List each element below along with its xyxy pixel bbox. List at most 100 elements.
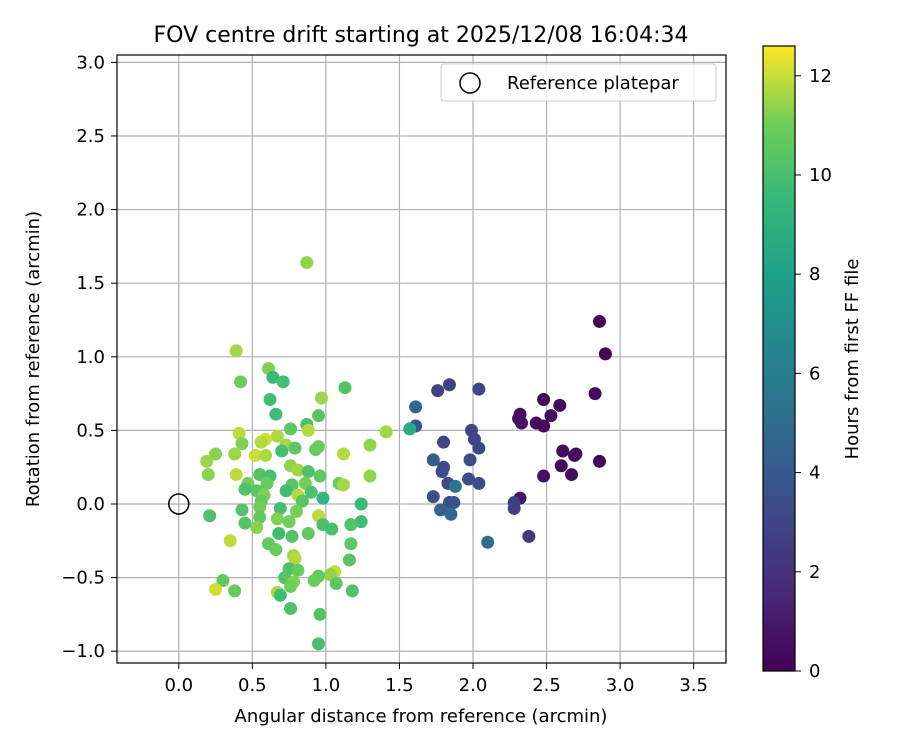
y-tick-label: 3.0 <box>76 52 105 73</box>
data-point <box>329 577 343 591</box>
data-point <box>253 500 267 514</box>
colorbar-tick-label: 2 <box>809 562 820 583</box>
data-point <box>337 447 351 461</box>
colorbar-label: Hours from first FF file <box>842 259 863 460</box>
data-point <box>363 469 377 483</box>
data-point <box>472 441 486 455</box>
data-point <box>553 398 567 412</box>
x-tick-label: 2.5 <box>532 675 561 696</box>
data-point <box>301 526 315 540</box>
data-point <box>248 448 262 462</box>
data-point <box>312 637 326 651</box>
y-axis-label: Rotation from reference (arcmin) <box>23 211 44 507</box>
data-point <box>565 468 579 482</box>
data-point <box>270 429 284 443</box>
data-point <box>301 423 315 437</box>
y-tick-label: −1.0 <box>61 641 105 662</box>
data-point <box>344 518 358 532</box>
data-point <box>426 453 440 467</box>
data-point <box>481 535 495 549</box>
data-point <box>288 441 302 455</box>
data-point <box>507 501 521 515</box>
data-point <box>537 469 551 483</box>
x-tick-label: 0.0 <box>164 675 193 696</box>
x-tick-label: 1.5 <box>385 675 414 696</box>
data-point <box>435 465 449 479</box>
data-point <box>431 384 445 398</box>
data-point <box>291 463 305 477</box>
data-point <box>447 496 461 510</box>
data-point <box>282 515 296 529</box>
x-tick-label: 3.0 <box>606 675 635 696</box>
data-point <box>537 419 551 433</box>
data-point <box>434 503 448 517</box>
chart-title: FOV centre drift starting at 2025/12/08 … <box>154 23 689 48</box>
data-point <box>338 381 352 395</box>
data-point <box>403 422 417 436</box>
data-point <box>325 522 339 536</box>
data-point <box>301 465 315 479</box>
data-point <box>201 468 215 482</box>
data-point <box>289 504 303 518</box>
data-point <box>269 543 283 557</box>
data-point <box>235 437 249 451</box>
colorbar-ticks: 0 2 4 6 8 10 12 <box>795 66 832 682</box>
y-tick-label: 1.0 <box>76 347 105 368</box>
data-point <box>234 375 248 389</box>
data-point <box>462 472 476 486</box>
data-point <box>235 503 249 517</box>
x-tick-label: 3.5 <box>679 675 708 696</box>
data-point <box>260 476 274 490</box>
data-point <box>284 602 298 616</box>
colorbar-tick-label: 10 <box>809 165 832 186</box>
y-ticks: −1.0 −0.5 0.0 0.5 1.0 1.5 2.0 2.5 3.0 <box>61 52 117 662</box>
data-point <box>250 521 264 535</box>
data-point <box>259 448 273 462</box>
data-point <box>223 534 237 548</box>
colorbar: 0 2 4 6 8 10 12 Hours from first FF file <box>762 45 863 682</box>
data-point <box>238 516 252 530</box>
data-point <box>342 553 356 567</box>
colorbar-gradient <box>762 45 796 672</box>
y-tick-label: 0.5 <box>76 420 105 441</box>
data-point <box>472 382 486 396</box>
data-point <box>266 370 280 384</box>
x-ticks: 0.0 0.5 1.0 1.5 2.0 2.5 3.0 3.5 <box>164 663 708 696</box>
data-point <box>313 469 327 483</box>
colorbar-tick-label: 6 <box>809 363 820 384</box>
y-tick-label: 1.5 <box>76 273 105 294</box>
data-point <box>254 435 268 449</box>
data-point <box>203 509 217 523</box>
data-point <box>379 425 393 439</box>
data-point <box>544 409 558 423</box>
data-point <box>300 256 314 270</box>
data-point <box>232 426 246 440</box>
y-tick-label: 2.5 <box>76 126 105 147</box>
data-point <box>307 574 321 588</box>
colorbar-tick-label: 4 <box>809 463 820 484</box>
data-point <box>253 510 267 524</box>
data-point <box>253 468 267 482</box>
x-axis-label: Angular distance from reference (arcmin) <box>235 706 608 727</box>
y-tick-label: −0.5 <box>61 568 105 589</box>
data-point <box>295 494 309 508</box>
data-point <box>472 476 486 490</box>
data-point <box>229 344 243 358</box>
x-tick-label: 1.0 <box>312 675 341 696</box>
data-point <box>345 584 359 598</box>
data-point <box>229 468 243 482</box>
data-point <box>200 454 214 468</box>
data-point <box>238 482 252 496</box>
data-point <box>209 447 223 461</box>
data-point <box>515 416 529 430</box>
x-tick-label: 2.0 <box>459 675 488 696</box>
data-point <box>313 607 327 621</box>
data-point <box>344 537 358 551</box>
data-point <box>273 588 287 602</box>
legend-box <box>440 63 717 102</box>
data-point <box>209 582 223 596</box>
data-point <box>285 529 299 543</box>
reference-platepar-marker <box>168 493 190 515</box>
data-point <box>263 392 277 406</box>
